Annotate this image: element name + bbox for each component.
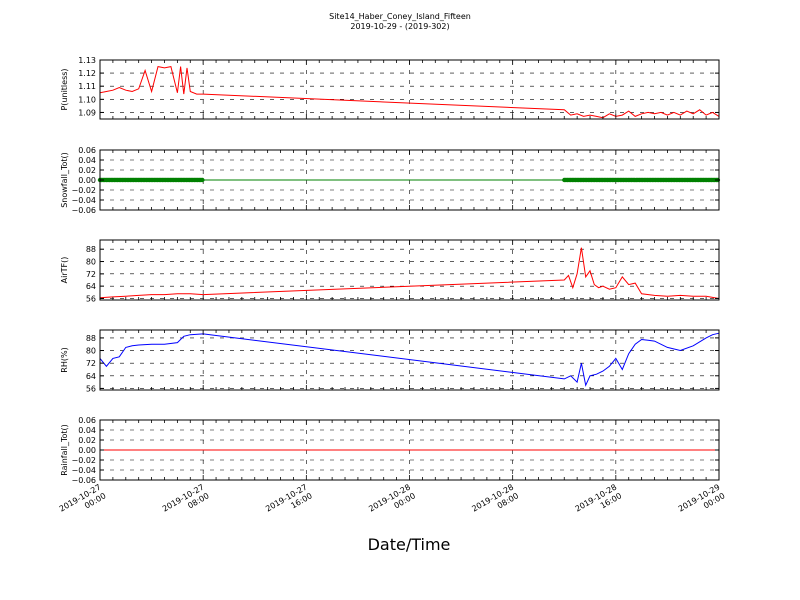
x-axis-label: Date/Time (368, 535, 451, 554)
series-line (99, 247, 720, 299)
chart-panels: 1.091.101.111.121.13P(unitless)−0.06−0.0… (60, 56, 721, 485)
panel-3: 56 64 72 80 88 AirTF() (60, 239, 720, 303)
y-tick-label: 1.13 (78, 56, 96, 65)
y-tick-label: 0.06 (78, 416, 96, 425)
y-tick-label: 1.09 (78, 108, 96, 117)
y-tick-label: −0.06 (71, 206, 96, 215)
y-tick-label: 1.11 (78, 82, 96, 91)
y-tick-label: 1.10 (78, 95, 96, 104)
y-tick-label: 1.12 (78, 69, 96, 78)
y-tick-label: 80 (86, 347, 96, 356)
y-axis-label: Rainfall_Tot() (60, 424, 69, 476)
y-tick-label: −0.04 (71, 466, 96, 475)
y-tick-label: 0.02 (78, 166, 96, 175)
y-tick-label: 72 (86, 270, 96, 279)
y-tick-label: 72 (86, 359, 96, 368)
panel-1: 1.09 1.10 1.11 1.12 1.13 P(unitless) (60, 56, 720, 120)
y-axis-label: Snowfall_Tot() (60, 152, 69, 208)
panel-4: 56 64 72 80 88 RH(%) (60, 329, 720, 393)
series-marker (200, 177, 205, 183)
y-tick-label: 64 (86, 372, 96, 381)
y-tick-label: 0.00 (78, 176, 96, 185)
y-tick-label: 0.00 (78, 446, 96, 455)
chart-title-line1: Site14_Haber_Coney_Island_Fifteen (329, 12, 471, 21)
y-tick-label: 88 (86, 245, 96, 254)
y-tick-label: 80 (86, 258, 96, 267)
y-tick-label: 64 (86, 282, 96, 291)
y-tick-label: −0.04 (71, 196, 96, 205)
series-line (99, 66, 720, 119)
y-tick-label: −0.06 (71, 476, 96, 485)
y-tick-label: 0.02 (78, 436, 96, 445)
panel-5: −0.06−0.04−0.020.000.020.040.06 Rainfall_… (60, 416, 720, 485)
y-axis-label: RH(%) (60, 347, 69, 372)
y-tick-label: 0.04 (78, 426, 96, 435)
panel-2: −0.06−0.04−0.020.000.020.040.06 Snowfall_… (60, 146, 721, 215)
y-axis-label: P(unitless) (60, 68, 69, 110)
y-tick-label: 88 (86, 334, 96, 343)
y-tick-label: 56 (86, 294, 96, 303)
y-axis-label: AirTF() (60, 257, 69, 284)
y-tick-label: 56 (86, 384, 96, 393)
y-tick-label: 0.04 (78, 156, 96, 165)
series-line (99, 332, 720, 387)
y-tick-label: −0.02 (71, 186, 96, 195)
y-tick-label: 0.06 (78, 146, 96, 155)
y-tick-label: −0.02 (71, 456, 96, 465)
chart-title-line2: 2019-10-29 - (2019-302) (350, 22, 449, 31)
